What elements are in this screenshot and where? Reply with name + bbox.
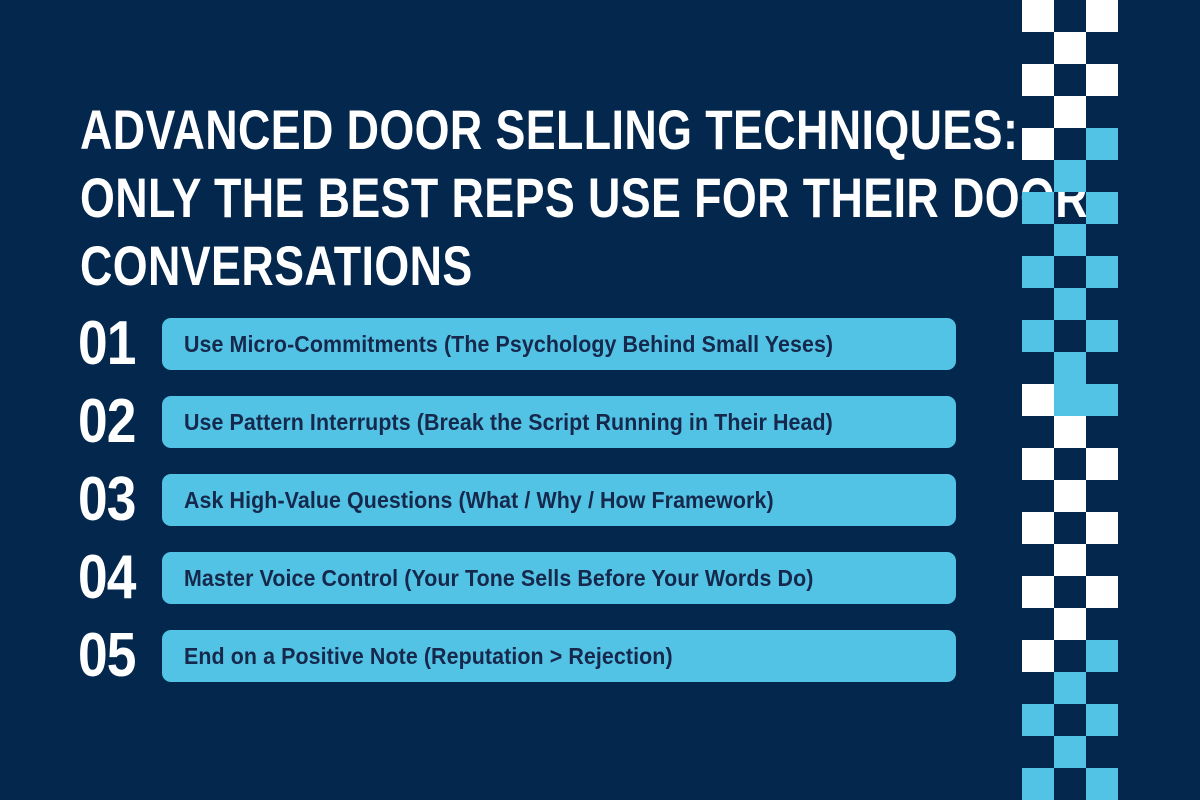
checker-cell-cyan — [1086, 768, 1118, 800]
technique-list: 01 Use Micro-Commitments (The Psychology… — [78, 309, 958, 708]
checker-cell-cyan — [1054, 672, 1086, 704]
checker-cell-white — [1054, 96, 1086, 128]
checker-cell-white — [1022, 576, 1054, 608]
list-item-number: 03 — [78, 465, 136, 534]
checker-cell-cyan — [1086, 256, 1118, 288]
page-title: ADVANCED DOOR SELLING TECHNIQUES: ONLY T… — [80, 96, 1089, 300]
list-item: 03 Ask High-Value Questions (What / Why … — [78, 465, 958, 534]
checker-cell-cyan — [1022, 320, 1054, 352]
list-item-bar: Master Voice Control (Your Tone Sells Be… — [162, 552, 956, 604]
checker-cell-white — [1086, 64, 1118, 96]
checker-cell-white — [1054, 608, 1086, 640]
list-item: 01 Use Micro-Commitments (The Psychology… — [78, 309, 958, 378]
list-item-label: Use Micro-Commitments (The Psychology Be… — [184, 331, 834, 357]
checker-cell-white — [1054, 480, 1086, 512]
checker-cell-white — [1022, 0, 1054, 32]
checker-cell-white — [1022, 128, 1054, 160]
checker-cell-cyan — [1086, 192, 1118, 224]
checker-cell-white — [1022, 448, 1054, 480]
checker-cell-cyan — [1054, 288, 1086, 320]
list-item: 05 End on a Positive Note (Reputation > … — [78, 621, 958, 690]
checker-cell-white — [1022, 640, 1054, 672]
list-item: 04 Master Voice Control (Your Tone Sells… — [78, 543, 958, 612]
checker-cell-white — [1086, 512, 1118, 544]
title-line-2: ONLY THE BEST REPS USE FOR THEIR DOOR — [80, 166, 1089, 229]
checker-cell-white — [1054, 544, 1086, 576]
checker-cell-white — [1054, 416, 1086, 448]
checker-cell-white — [1022, 64, 1054, 96]
list-item-bar: End on a Positive Note (Reputation > Rej… — [162, 630, 956, 682]
list-item: 02 Use Pattern Interrupts (Break the Scr… — [78, 387, 958, 456]
checker-cell-cyan — [1086, 128, 1118, 160]
list-item-label: End on a Positive Note (Reputation > Rej… — [184, 643, 673, 669]
list-item-bar: Use Pattern Interrupts (Break the Script… — [162, 396, 956, 448]
checker-cell-cyan — [1086, 384, 1118, 416]
checker-cell-white — [1022, 384, 1054, 416]
checker-cell-cyan — [1086, 320, 1118, 352]
checkerboard-decoration — [1022, 0, 1118, 800]
checker-cell-white — [1086, 448, 1118, 480]
list-item-number: 05 — [78, 621, 136, 690]
list-item-bar: Use Micro-Commitments (The Psychology Be… — [162, 318, 956, 370]
title-line-1: ADVANCED DOOR SELLING TECHNIQUES: — [80, 98, 1019, 161]
list-item-number: 04 — [78, 543, 136, 612]
checker-cell-cyan — [1022, 768, 1054, 800]
checker-cell-cyan — [1054, 160, 1086, 192]
checker-cell-cyan — [1022, 704, 1054, 736]
checker-cell-white — [1086, 576, 1118, 608]
checker-cell-cyan — [1022, 192, 1054, 224]
checker-cell-cyan — [1054, 352, 1086, 384]
list-item-bar: Ask High-Value Questions (What / Why / H… — [162, 474, 956, 526]
checker-cell-white — [1054, 32, 1086, 64]
checker-cell-cyan — [1054, 384, 1086, 416]
list-item-number: 01 — [78, 309, 136, 378]
checker-cell-cyan — [1086, 704, 1118, 736]
list-item-label: Master Voice Control (Your Tone Sells Be… — [184, 565, 814, 591]
checker-cell-cyan — [1054, 736, 1086, 768]
list-item-number: 02 — [78, 387, 136, 456]
list-item-label: Use Pattern Interrupts (Break the Script… — [184, 409, 833, 435]
checker-cell-white — [1086, 0, 1118, 32]
checker-cell-cyan — [1022, 256, 1054, 288]
checker-cell-cyan — [1086, 640, 1118, 672]
checker-cell-white — [1022, 512, 1054, 544]
title-line-3: CONVERSATIONS — [80, 234, 473, 297]
checker-cell-cyan — [1054, 224, 1086, 256]
list-item-label: Ask High-Value Questions (What / Why / H… — [184, 487, 774, 513]
